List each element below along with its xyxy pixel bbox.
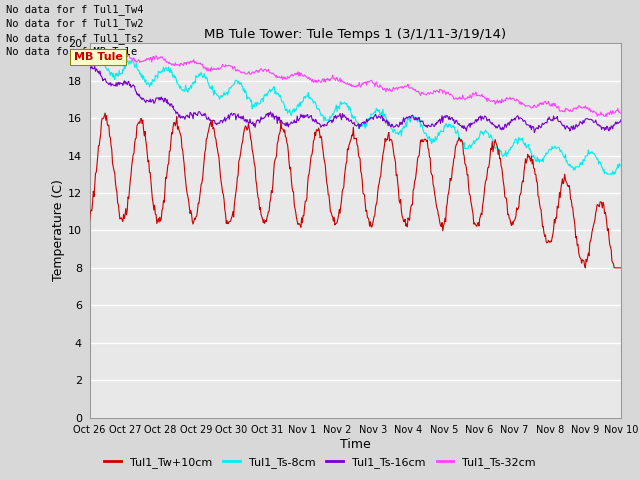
- Title: MB Tule Tower: Tule Temps 1 (3/1/11-3/19/14): MB Tule Tower: Tule Temps 1 (3/1/11-3/19…: [204, 28, 506, 41]
- Text: No data for f Tul1_Ts2: No data for f Tul1_Ts2: [6, 33, 144, 44]
- Text: MB Tule: MB Tule: [74, 52, 122, 62]
- Text: No data for f Tul1_Tw2: No data for f Tul1_Tw2: [6, 18, 144, 29]
- Legend: Tul1_Tw+10cm, Tul1_Ts-8cm, Tul1_Ts-16cm, Tul1_Ts-32cm: Tul1_Tw+10cm, Tul1_Ts-8cm, Tul1_Ts-16cm,…: [100, 452, 540, 472]
- Text: No data for f Tul1_Tw4: No data for f Tul1_Tw4: [6, 4, 144, 15]
- Y-axis label: Temperature (C): Temperature (C): [52, 180, 65, 281]
- X-axis label: Time: Time: [340, 438, 371, 451]
- Text: No data for f MB Tule: No data for f MB Tule: [6, 47, 138, 57]
